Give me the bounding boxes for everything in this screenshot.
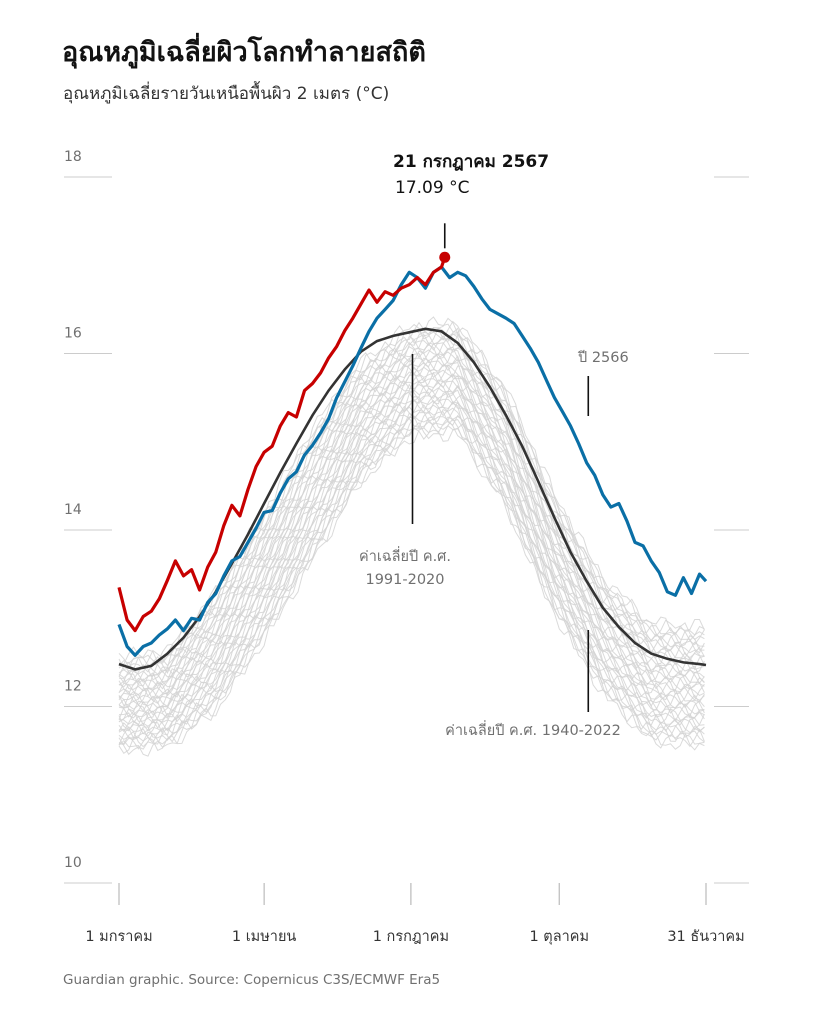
x-tick-label: 1 ตุลาคม [529,929,589,945]
x-tick-label: 1 มกราคม [85,929,152,945]
year-2567-line [117,256,447,633]
year-2566-label: ปี 2566 [578,349,629,366]
y-tick-label: 14 [64,502,82,518]
y-tick-label: 10 [64,855,82,871]
chart-subtitle: อุณหภูมิเฉลี่ยรายวันเหนือพื้นผิว 2 เมตร … [63,84,390,104]
history-line [118,320,705,670]
record-value-label: 17.09 °C [395,178,469,198]
x-tick-label: 31 ธันวาคม [667,929,744,945]
mean-1991-2020-label-line2: 1991-2020 [365,572,444,588]
history-1940-2022-label: ค่าเฉลี่ยปี ค.ศ. 1940-2022 [445,720,621,739]
x-tick-label: 1 เมษายน [232,929,297,945]
source-note: Guardian graphic. Source: Copernicus C3S… [63,972,441,988]
year-2566-line [117,265,708,657]
grid-layer [64,176,749,884]
y-tick-label: 12 [64,679,82,695]
record-date-label: 21 กรกฎาคม 2567 [393,152,549,172]
axis-layer: 18 16 14 12 10 1 มกราคม 1 เมษายน 1 กรกฎาคม 1 ตุล… [64,149,745,945]
history-line [118,334,705,686]
series-layer [117,251,708,671]
y-tick-label: 18 [64,149,82,165]
history-lines [118,316,705,757]
y-tick-label: 16 [64,326,82,342]
chart-title: อุณหภูมิเฉลี่ยผิวโลกทำลายสถิติ [62,37,426,68]
annotation-layer: 21 กรกฎาคม 2567 17.09 °C ปี 2566 ค่าเฉลี… [359,152,629,739]
record-point [439,251,451,263]
mean-1991-2020-label-line1: ค่าเฉลี่ยปี ค.ศ. [359,546,451,565]
x-tick-label: 1 กรกฎาคม [373,929,449,945]
